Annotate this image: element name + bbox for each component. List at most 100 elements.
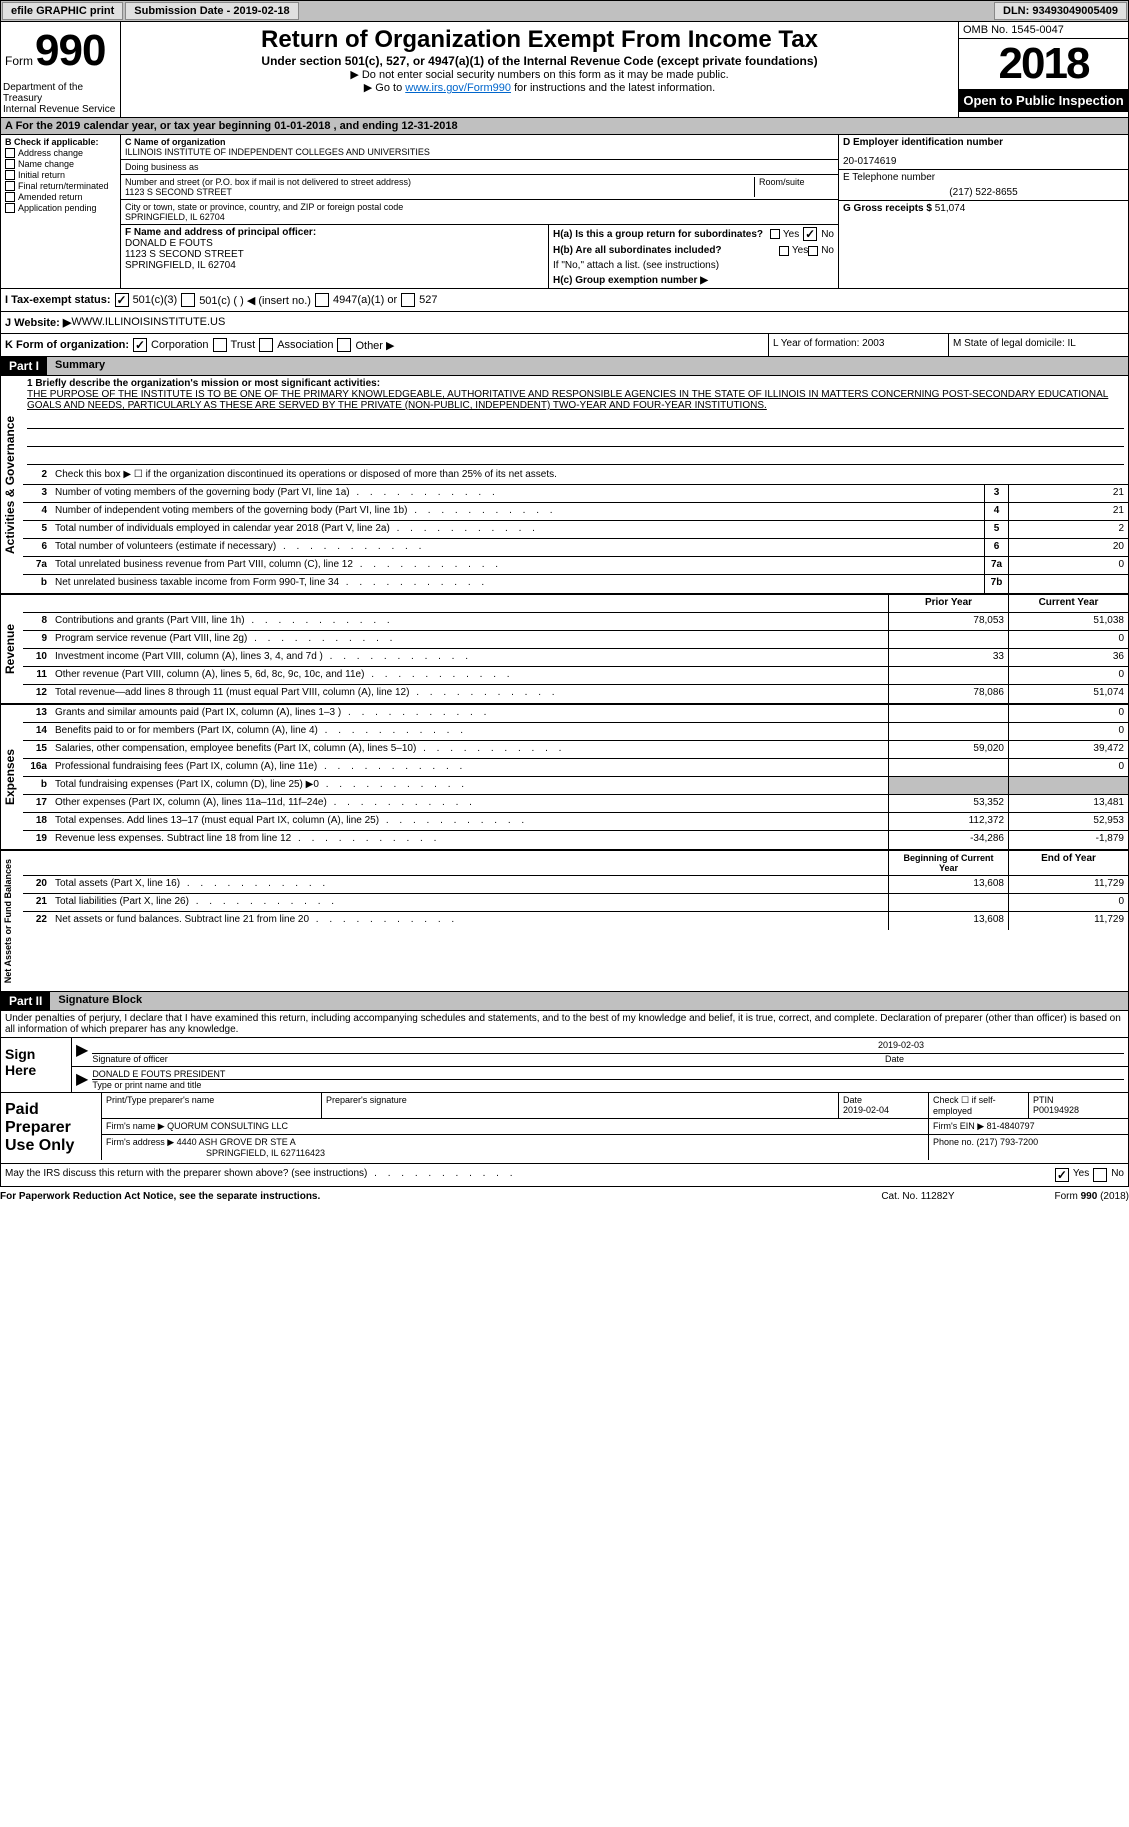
firm-ein: 81-4840797 <box>987 1121 1035 1131</box>
exp-label: Expenses <box>1 705 23 849</box>
current-year-header: Current Year <box>1008 595 1128 612</box>
val-3: 21 <box>1008 485 1128 502</box>
tax-year-row: A For the 2019 calendar year, or tax yea… <box>0 118 1129 135</box>
name-label: Type or print name and title <box>92 1080 201 1090</box>
street-value: 1123 S SECOND STREET <box>125 187 754 197</box>
paperwork-notice: For Paperwork Reduction Act Notice, see … <box>0 1191 881 1202</box>
line-8: Contributions and grants (Part VIII, lin… <box>51 613 888 630</box>
k-label: K Form of organization: <box>5 339 129 351</box>
check-other[interactable] <box>337 338 351 352</box>
line-b: Total fundraising expenses (Part IX, col… <box>51 777 888 794</box>
dln-label: DLN: 93493049005409 <box>994 2 1127 20</box>
line-18: Total expenses. Add lines 13–17 (must eq… <box>51 813 888 830</box>
check-4947[interactable] <box>315 293 329 307</box>
prior-21 <box>888 894 1008 911</box>
line-9: Program service revenue (Part VIII, line… <box>51 631 888 648</box>
prior-b <box>888 777 1008 794</box>
check-501c[interactable] <box>181 293 195 307</box>
efile-label: efile GRAPHIC print <box>2 2 123 20</box>
line-21: Total liabilities (Part X, line 26) <box>51 894 888 911</box>
val-4: 21 <box>1008 503 1128 520</box>
end-year-header: End of Year <box>1008 851 1128 875</box>
current-14: 0 <box>1008 723 1128 740</box>
check-527[interactable] <box>401 293 415 307</box>
submission-btn: Submission Date - 2019-02-18 <box>125 2 298 20</box>
line-11: Other revenue (Part VIII, column (A), li… <box>51 667 888 684</box>
firm-addr2: SPRINGFIELD, IL 627116423 <box>206 1148 325 1158</box>
prior-20: 13,608 <box>888 876 1008 893</box>
discuss-question: May the IRS discuss this return with the… <box>5 1168 1051 1182</box>
line-3: Number of voting members of the governin… <box>51 485 984 502</box>
part2-title: Signature Block <box>50 992 1128 1010</box>
val-6: 20 <box>1008 539 1128 556</box>
year-label: 2018 <box>959 39 1128 89</box>
b-label: B Check if applicable: <box>5 137 116 147</box>
check-501c3[interactable] <box>115 293 129 307</box>
prior-13 <box>888 705 1008 722</box>
check-final[interactable]: Final return/terminated <box>5 181 116 191</box>
prior-16a <box>888 759 1008 776</box>
current-17: 13,481 <box>1008 795 1128 812</box>
line-14: Benefits paid to or for members (Part IX… <box>51 723 888 740</box>
dba-label: Doing business as <box>125 162 834 172</box>
part1-title: Summary <box>47 357 1128 375</box>
line-13: Grants and similar amounts paid (Part IX… <box>51 705 888 722</box>
current-15: 39,472 <box>1008 741 1128 758</box>
line-15: Salaries, other compensation, employee b… <box>51 741 888 758</box>
hb-yes[interactable] <box>779 246 789 256</box>
check-initial[interactable]: Initial return <box>5 170 116 180</box>
hc-label: H(c) Group exemption number ▶ <box>549 273 838 288</box>
line-22: Net assets or fund balances. Subtract li… <box>51 912 888 930</box>
val-5: 2 <box>1008 521 1128 538</box>
phone-value: (217) 522-8655 <box>843 183 1124 198</box>
street-label: Number and street (or P.O. box if mail i… <box>125 177 754 187</box>
prior-22: 13,608 <box>888 912 1008 930</box>
ein-label: Firm's EIN ▶ <box>933 1121 987 1131</box>
hb-no[interactable] <box>808 246 818 256</box>
prep-h2: Date2019-02-04 <box>838 1093 928 1118</box>
return-title: Return of Organization Exempt From Incom… <box>131 26 948 54</box>
mission-label: 1 Briefly describe the organization's mi… <box>27 378 1124 389</box>
check-assoc[interactable] <box>259 338 273 352</box>
prior-9 <box>888 631 1008 648</box>
firm-label: Firm's name ▶ <box>106 1121 167 1131</box>
check-name[interactable]: Name change <box>5 159 116 169</box>
line-12: Total revenue—add lines 8 through 11 (mu… <box>51 685 888 703</box>
check-amended[interactable]: Amended return <box>5 192 116 202</box>
sig-date-val: 2019-02-03 <box>92 1040 1124 1054</box>
discuss-no[interactable] <box>1093 1168 1107 1182</box>
officer-name: DONALD E FOUTS <box>125 238 544 249</box>
l-year: L Year of formation: 2003 <box>769 334 949 356</box>
current-10: 36 <box>1008 649 1128 666</box>
part1-label: Part I <box>1 357 47 375</box>
form-footer: Form 990 (2018) <box>1055 1191 1129 1202</box>
prior-14 <box>888 723 1008 740</box>
check-pending[interactable]: Application pending <box>5 203 116 213</box>
prior-15: 59,020 <box>888 741 1008 758</box>
check-trust[interactable] <box>213 338 227 352</box>
ha-no[interactable] <box>803 227 817 241</box>
e-label: E Telephone number <box>843 172 1124 183</box>
form-990-label: Form 990 <box>1 22 120 80</box>
check-address[interactable]: Address change <box>5 148 116 158</box>
prep-h4: PTINP00194928 <box>1028 1093 1128 1118</box>
current-22: 11,729 <box>1008 912 1128 930</box>
part2-label: Part II <box>1 992 50 1010</box>
current-11: 0 <box>1008 667 1128 684</box>
prep-h1: Preparer's signature <box>321 1093 838 1118</box>
check-corp[interactable] <box>133 338 147 352</box>
discuss-yes[interactable] <box>1055 1168 1069 1182</box>
gov-label: Activities & Governance <box>1 376 23 593</box>
prior-8: 78,053 <box>888 613 1008 630</box>
line-16a: Professional fundraising fees (Part IX, … <box>51 759 888 776</box>
date-label: Date <box>885 1054 904 1064</box>
ha-yes[interactable] <box>770 229 780 239</box>
line-19: Revenue less expenses. Subtract line 18 … <box>51 831 888 849</box>
sig-officer-label: Signature of officer <box>92 1054 167 1064</box>
hb-label: H(b) Are all subordinates included? <box>553 245 779 256</box>
line-b: Net unrelated business taxable income fr… <box>51 575 984 593</box>
irs-link[interactable]: www.irs.gov/Form990 <box>405 82 511 94</box>
top-toolbar: efile GRAPHIC print Submission Date - 20… <box>0 0 1129 22</box>
officer-street: 1123 S SECOND STREET <box>125 249 544 260</box>
prior-12: 78,086 <box>888 685 1008 703</box>
